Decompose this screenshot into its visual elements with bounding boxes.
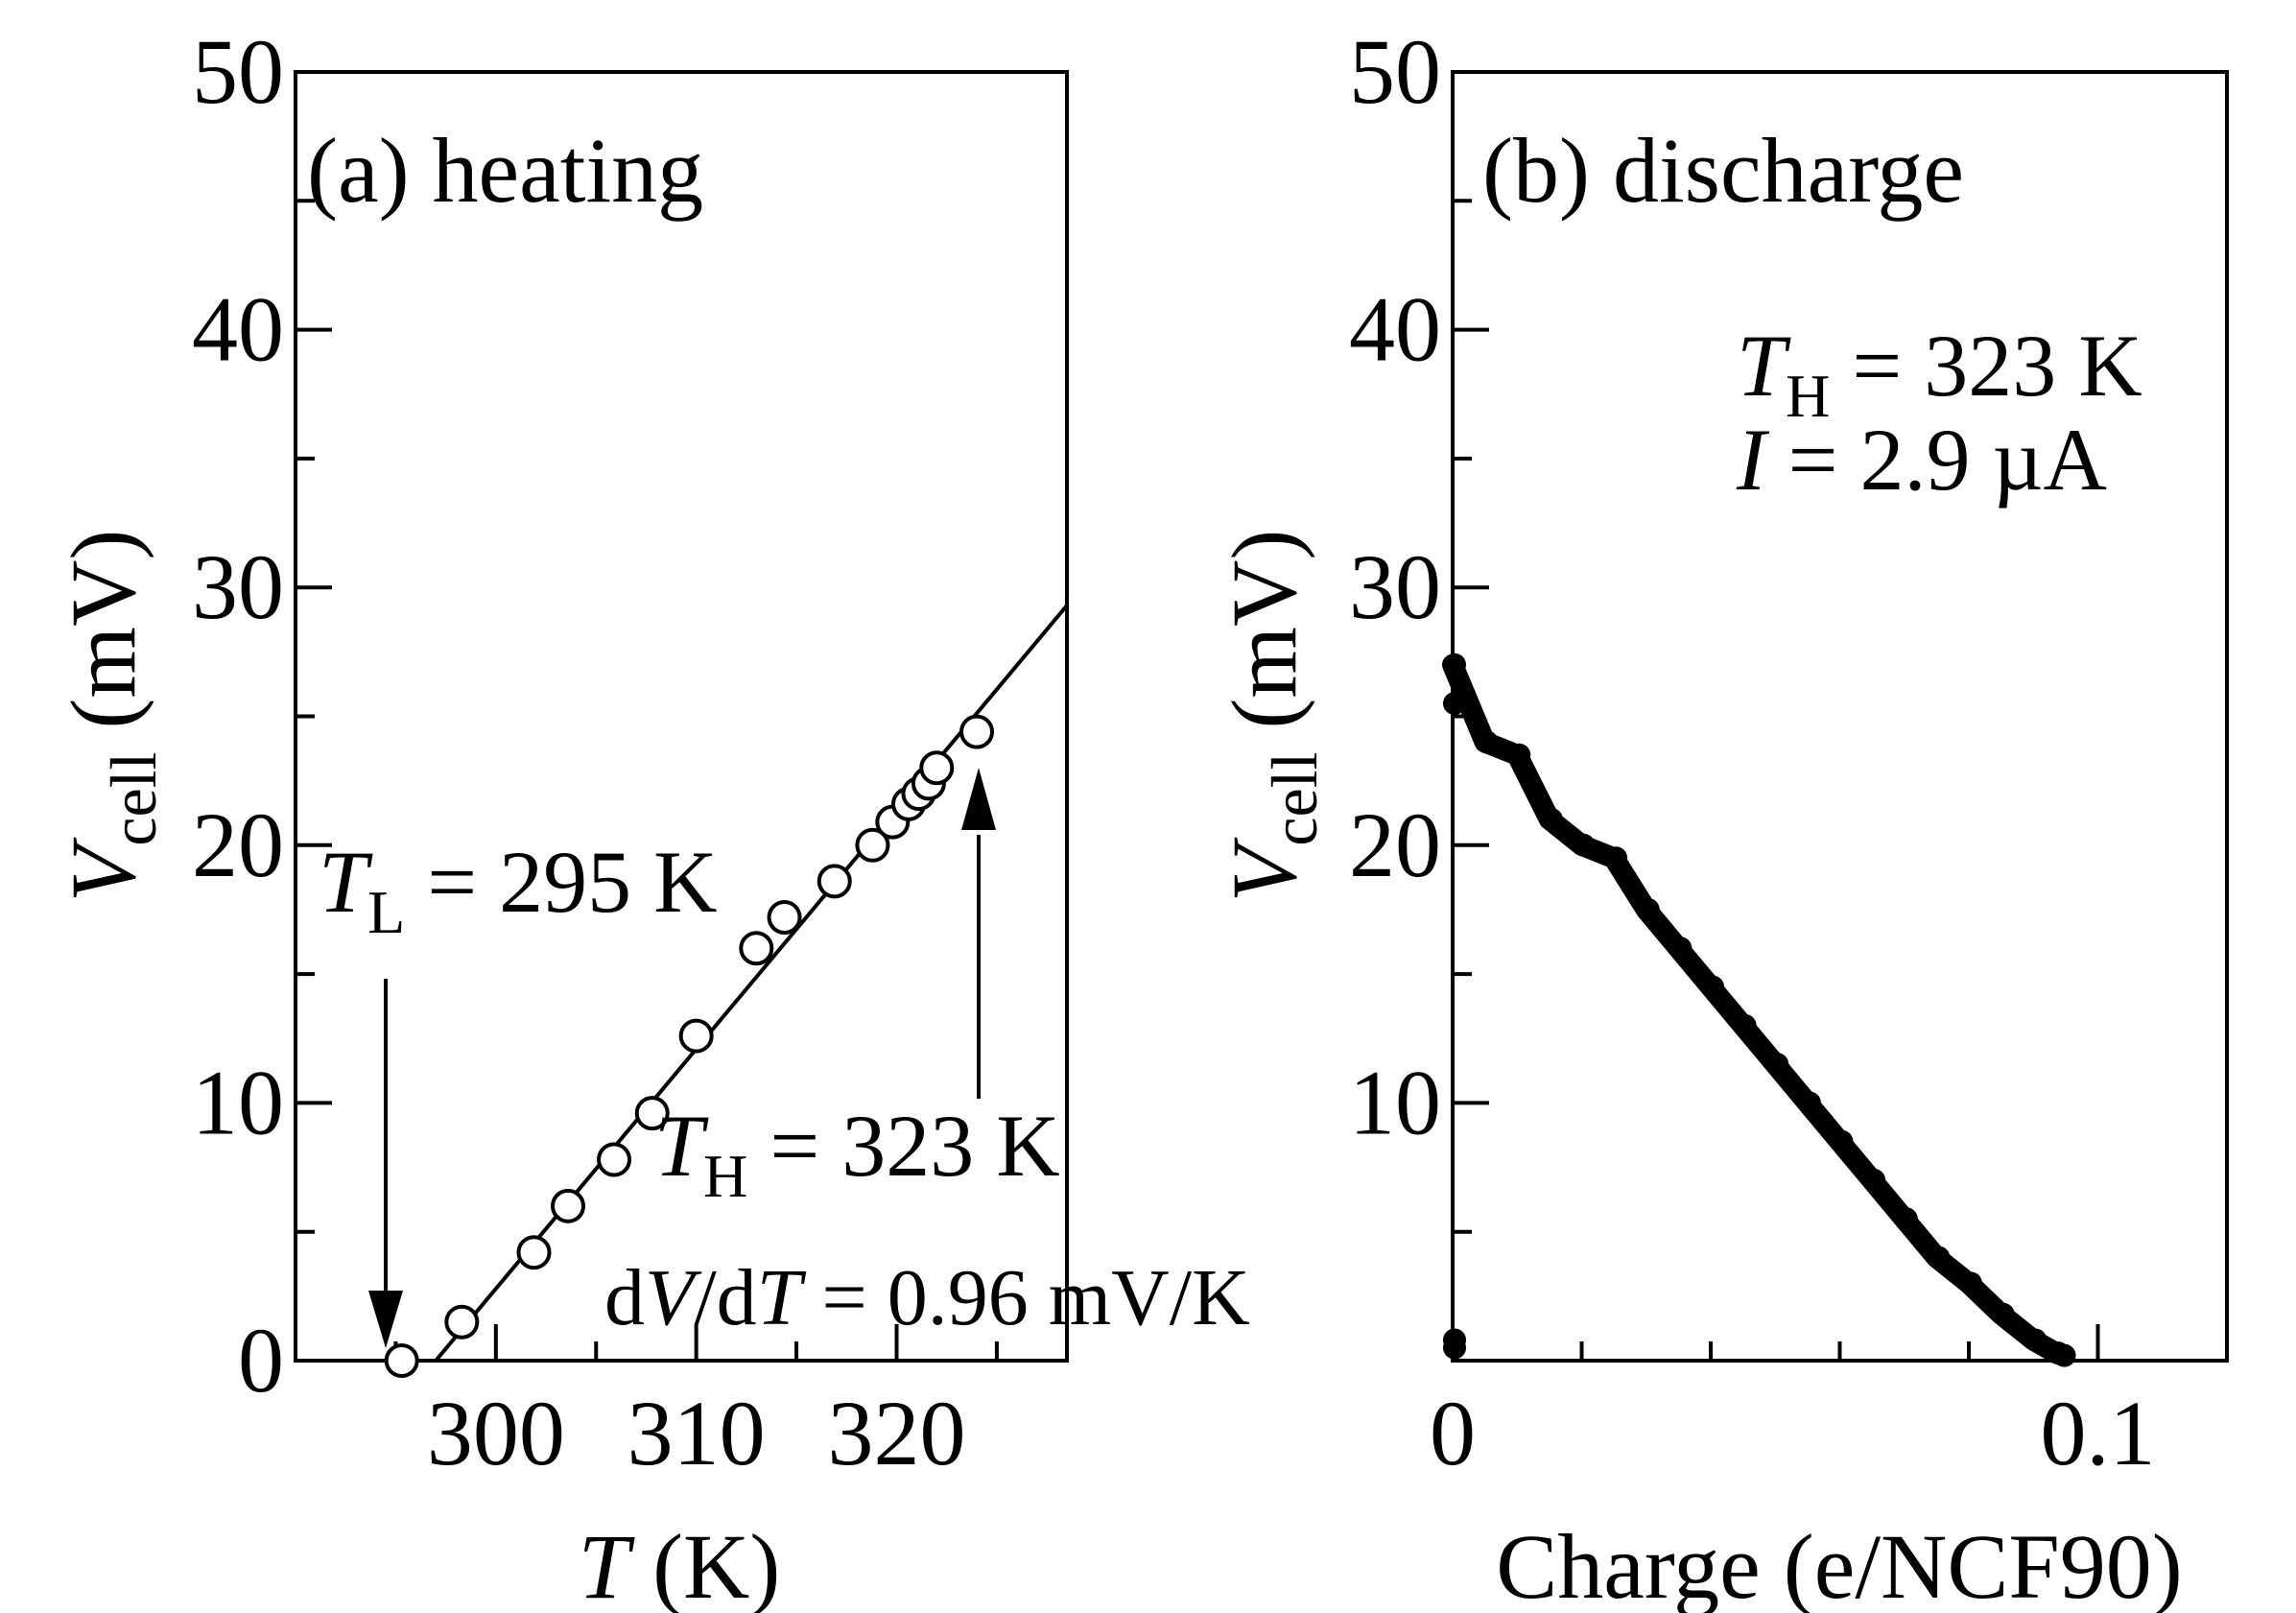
data-point [1927, 1245, 1951, 1269]
x-tick-label: 0 [1430, 1382, 1476, 1484]
panel-a-x-axis-title: T (K) [579, 1515, 781, 1613]
y-tick-label: 10 [1349, 1051, 1441, 1153]
data-point [1733, 1013, 1757, 1037]
panel-a-tl-annotation: TL = 295 K [319, 833, 718, 946]
data-point [1604, 846, 1628, 870]
y-tick-label: 20 [1349, 794, 1441, 896]
x-tick-label: 320 [827, 1382, 965, 1484]
data-point [817, 864, 852, 899]
data-point [2052, 1343, 2076, 1367]
data-point [551, 1188, 586, 1223]
data-point [384, 1343, 419, 1378]
y-tick-label: 30 [192, 535, 284, 638]
panel-a-data-points [384, 714, 995, 1378]
panel-a-tl-arrow-head [368, 1291, 403, 1348]
data-point [1701, 975, 1724, 999]
panel-b-current-annotation: I = 2.9 µA [1736, 411, 2107, 509]
data-point [739, 931, 774, 966]
y-tick-label: 10 [192, 1051, 284, 1153]
data-point [1443, 692, 1466, 716]
panel-b-y-axis-title: Vcell (mV) [1213, 530, 1331, 903]
panel-b-data-points [1443, 652, 2076, 1367]
y-tick-label: 50 [192, 20, 284, 123]
panel-a-slope-annotation: dV/dT = 0.96 mV/K [604, 1253, 1250, 1342]
data-point [1539, 807, 1563, 831]
data-point [1669, 937, 1692, 961]
data-point [1797, 1091, 1821, 1115]
panel-b-frame [1451, 70, 2229, 1363]
panel-a-x-ticks: 300 310 320 [393, 1324, 999, 1484]
data-point [1572, 833, 1596, 857]
x-tick-label: 300 [427, 1382, 565, 1484]
data-point [959, 714, 995, 749]
y-tick-label: 20 [192, 794, 284, 896]
data-point [1862, 1168, 1886, 1192]
panel-b-label: (b) discharge [1482, 119, 1964, 222]
panel-a-label: (a) heating [307, 119, 703, 222]
y-tick-label: 0 [238, 1309, 284, 1411]
data-point [1443, 652, 1466, 676]
data-point [855, 827, 890, 863]
panel-b-y-ticks: 10 20 30 40 50 [1349, 20, 1489, 1234]
panel-b-x-ticks: 0 0.1 [1430, 1324, 2156, 1484]
data-point [1991, 1302, 2015, 1326]
data-point [1475, 730, 1499, 754]
data-point [597, 1142, 632, 1177]
data-point [1443, 1328, 1466, 1352]
data-point [1507, 743, 1531, 767]
panel-a: 0 10 20 30 40 50 300 310 320 (a) heating TL = 2… [52, 20, 1250, 1613]
data-point [516, 1235, 552, 1270]
data-point [1894, 1207, 1918, 1231]
y-tick-label: 40 [192, 278, 284, 381]
data-point [1959, 1271, 1982, 1295]
data-point [2024, 1328, 2047, 1352]
data-point [1765, 1053, 1789, 1077]
panel-a-y-ticks: 0 10 20 30 40 50 [192, 20, 332, 1411]
data-point [919, 750, 955, 786]
y-tick-label: 30 [1349, 535, 1441, 638]
y-tick-label: 50 [1349, 20, 1441, 123]
y-tick-label: 40 [1349, 278, 1441, 381]
panel-a-y-axis-title: Vcell (mV) [52, 530, 170, 903]
panel-a-th-arrow-head [961, 768, 996, 830]
data-point [634, 1096, 670, 1131]
panel-b-x-axis-title: Charge (e/NCF90) [1496, 1515, 2182, 1613]
data-point [444, 1304, 480, 1340]
panel-b-data-band [1442, 653, 2073, 1366]
panel-a-th-annotation: TH = 323 K [654, 1097, 1060, 1210]
data-point [1830, 1129, 1854, 1153]
data-point [767, 900, 802, 936]
x-tick-label: 310 [627, 1382, 766, 1484]
data-point [678, 1018, 714, 1054]
panel-b-th-annotation: TH = 323 K [1737, 317, 2142, 430]
x-tick-label: 0.1 [2041, 1382, 2156, 1484]
data-point [1636, 897, 1660, 921]
